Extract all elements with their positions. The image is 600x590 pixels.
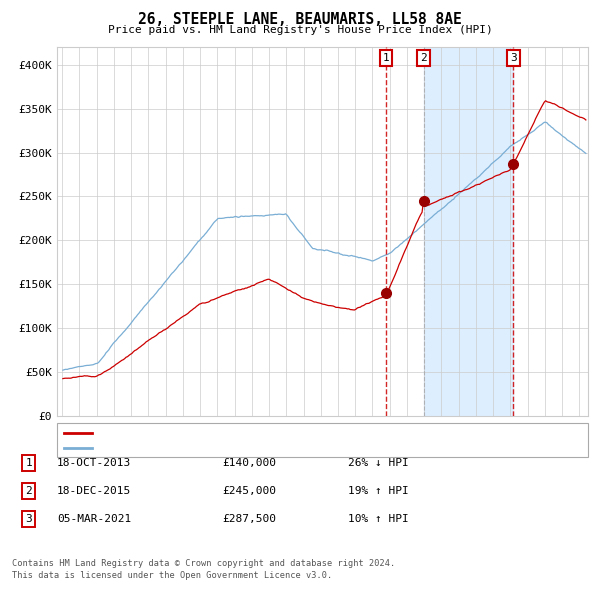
Text: £287,500: £287,500 [222, 514, 276, 524]
Text: 26, STEEPLE LANE, BEAUMARIS, LL58 8AE: 26, STEEPLE LANE, BEAUMARIS, LL58 8AE [138, 12, 462, 27]
Text: 3: 3 [25, 514, 32, 524]
Text: 19% ↑ HPI: 19% ↑ HPI [348, 486, 409, 496]
Text: Price paid vs. HM Land Registry's House Price Index (HPI): Price paid vs. HM Land Registry's House … [107, 25, 493, 35]
Text: 2: 2 [420, 53, 427, 63]
Text: This data is licensed under the Open Government Licence v3.0.: This data is licensed under the Open Gov… [12, 571, 332, 580]
Text: 18-DEC-2015: 18-DEC-2015 [57, 486, 131, 496]
Text: 10% ↑ HPI: 10% ↑ HPI [348, 514, 409, 524]
Text: 1: 1 [25, 458, 32, 468]
Text: 1: 1 [383, 53, 389, 63]
Text: Contains HM Land Registry data © Crown copyright and database right 2024.: Contains HM Land Registry data © Crown c… [12, 559, 395, 568]
Text: 26, STEEPLE LANE, BEAUMARIS, LL58 8AE (detached house): 26, STEEPLE LANE, BEAUMARIS, LL58 8AE (d… [97, 428, 421, 438]
Text: HPI: Average price, detached house, Isle of Anglesey: HPI: Average price, detached house, Isle… [97, 442, 409, 453]
Bar [424, 47, 514, 416]
Text: 18-OCT-2013: 18-OCT-2013 [57, 458, 131, 468]
Text: 3: 3 [510, 53, 517, 63]
Text: 26% ↓ HPI: 26% ↓ HPI [348, 458, 409, 468]
Text: £245,000: £245,000 [222, 486, 276, 496]
Text: 2: 2 [25, 486, 32, 496]
Text: £140,000: £140,000 [222, 458, 276, 468]
Text: 05-MAR-2021: 05-MAR-2021 [57, 514, 131, 524]
